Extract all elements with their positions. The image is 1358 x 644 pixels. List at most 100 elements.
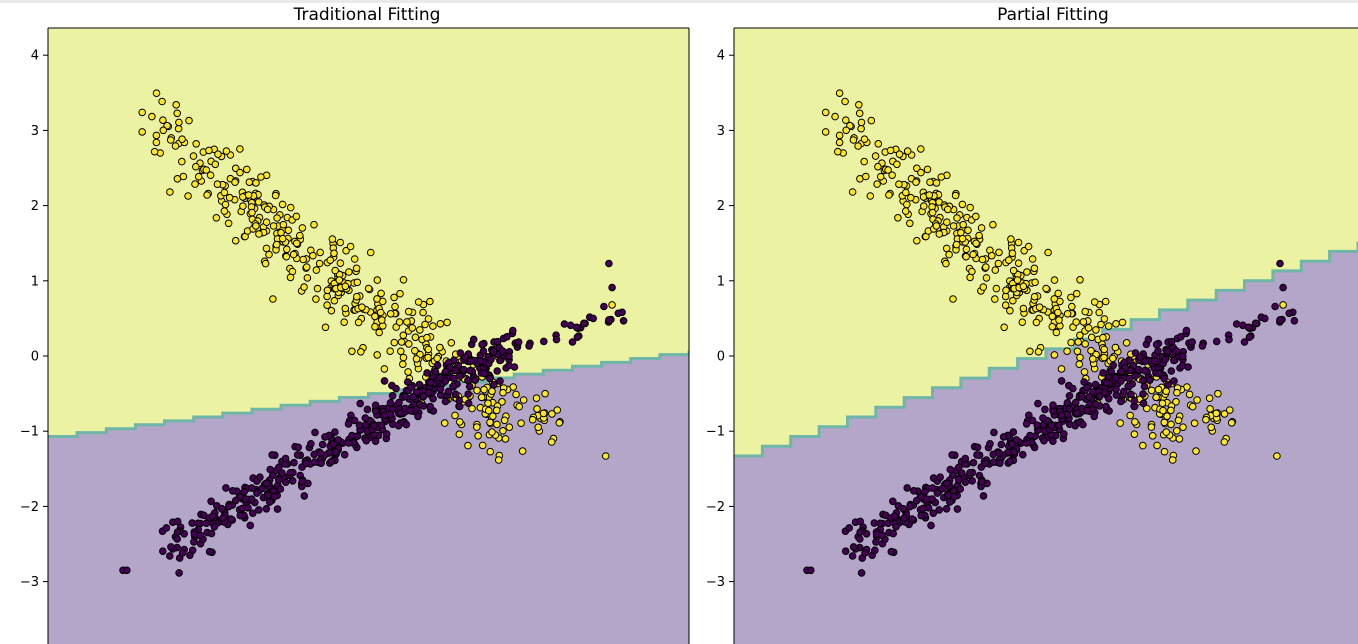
scatter-point-yellow (1054, 289, 1062, 298)
scatter-point-yellow (353, 278, 362, 287)
scatter-point-purple (906, 502, 914, 511)
scatter-point-yellow (262, 244, 271, 253)
scatter-point-yellow (608, 301, 616, 309)
scatter-point-yellow (286, 273, 295, 282)
scatter-point-purple (253, 489, 261, 497)
scatter-point-purple (917, 511, 926, 520)
scatter-point-yellow (243, 165, 251, 174)
scatter-point-purple (900, 514, 908, 522)
scatter-point-purple (1290, 317, 1299, 325)
scatter-point-yellow (1067, 293, 1075, 302)
scatter-point-yellow (292, 239, 301, 248)
scatter-point-yellow (1076, 353, 1084, 362)
scatter-point-yellow (1080, 368, 1089, 376)
scatter-point-yellow (601, 452, 610, 460)
scatter-point-purple (856, 517, 865, 526)
scatter-point-purple (361, 414, 370, 422)
scatter-point-yellow (468, 404, 476, 413)
scatter-point-yellow (492, 406, 501, 415)
scatter-point-yellow (220, 188, 229, 197)
scatter-point-purple (605, 316, 613, 324)
scatter-point-purple (946, 498, 954, 506)
scatter-point-purple (1107, 367, 1115, 376)
scatter-point-purple (493, 337, 502, 346)
scatter-point-yellow (1014, 238, 1023, 247)
scatter-point-yellow (346, 242, 355, 251)
scatter-point-yellow (842, 126, 851, 135)
y-tick-label: 4 (31, 49, 39, 64)
scatter-point-yellow (949, 222, 958, 230)
y-tick-label: −1 (20, 425, 39, 440)
scatter-point-yellow (152, 131, 161, 140)
scatter-point-yellow (194, 172, 203, 181)
scatter-point-yellow (1081, 340, 1089, 348)
scatter-point-purple (540, 337, 548, 346)
scatter-point-purple (175, 569, 183, 577)
scatter-point-purple (908, 515, 917, 523)
scatter-point-yellow (171, 142, 180, 150)
scatter-point-purple (1055, 421, 1063, 430)
scatter-point-yellow (1118, 318, 1127, 327)
scatter-point-purple (265, 498, 274, 506)
scatter-point-purple (956, 485, 965, 493)
scatter-point-yellow (397, 347, 405, 356)
scatter-point-purple (307, 440, 315, 448)
scatter-point-yellow (926, 178, 934, 186)
scatter-point-yellow (888, 171, 897, 179)
scatter-point-purple (123, 566, 131, 575)
scatter-point-yellow (1001, 292, 1010, 301)
y-tick-label: 0 (717, 350, 725, 365)
scatter-point-purple (166, 552, 174, 560)
scatter-point-purple (1063, 399, 1072, 407)
scatter-point-purple (1161, 355, 1169, 364)
scatter-point-yellow (500, 416, 509, 425)
y-tick-label: −1 (706, 425, 725, 440)
scatter-point-purple (466, 357, 475, 366)
scatter-point-purple (1125, 374, 1133, 383)
scatter-point-purple (1164, 381, 1172, 389)
scatter-point-purple (1251, 319, 1260, 328)
scatter-point-yellow (547, 438, 556, 446)
scatter-point-yellow (935, 230, 944, 238)
scatter-point-purple (580, 319, 588, 328)
scatter-point-purple (1140, 382, 1149, 391)
scatter-point-yellow (1081, 307, 1089, 316)
scatter-point-yellow (901, 207, 910, 215)
scatter-point-yellow (1048, 312, 1057, 321)
scatter-point-purple (464, 390, 473, 398)
scatter-point-yellow (340, 318, 349, 327)
scatter-point-yellow (205, 146, 213, 155)
scatter-point-yellow (203, 191, 211, 199)
scatter-point-yellow (862, 172, 870, 181)
scatter-point-purple (256, 473, 264, 482)
scatter-point-yellow (289, 250, 298, 259)
scatter-point-purple (340, 450, 349, 459)
scatter-point-yellow (206, 171, 215, 179)
scatter-point-yellow (486, 447, 495, 456)
scatter-point-purple (942, 505, 951, 513)
scatter-point-purple (459, 365, 468, 374)
scatter-point-purple (1240, 338, 1249, 346)
scatter-point-yellow (1227, 419, 1236, 427)
scatter-point-yellow (923, 165, 932, 174)
scatter-point-yellow (488, 428, 496, 436)
scatter-point-yellow (330, 296, 339, 305)
scatter-point-yellow (271, 191, 280, 200)
scatter-point-yellow (323, 301, 331, 310)
scatter-point-purple (990, 428, 998, 437)
scatter-point-yellow (876, 172, 885, 181)
scatter-point-yellow (982, 274, 991, 282)
scatter-point-yellow (1172, 398, 1180, 406)
scatter-point-purple (861, 549, 869, 557)
scatter-point-purple (1170, 377, 1178, 385)
scatter-point-purple (1117, 397, 1125, 406)
scatter-point-yellow (300, 283, 308, 291)
y-axis: 4 3 2 1 0 −1 −2 −3 (706, 49, 734, 590)
scatter-point-yellow (239, 202, 247, 210)
scatter-point-purple (1245, 333, 1254, 342)
scatter-point-yellow (1031, 278, 1039, 287)
scatter-point-yellow (231, 236, 240, 245)
scatter-point-purple (927, 521, 935, 530)
scatter-point-yellow (1226, 406, 1234, 414)
scatter-point-purple (1102, 402, 1110, 411)
